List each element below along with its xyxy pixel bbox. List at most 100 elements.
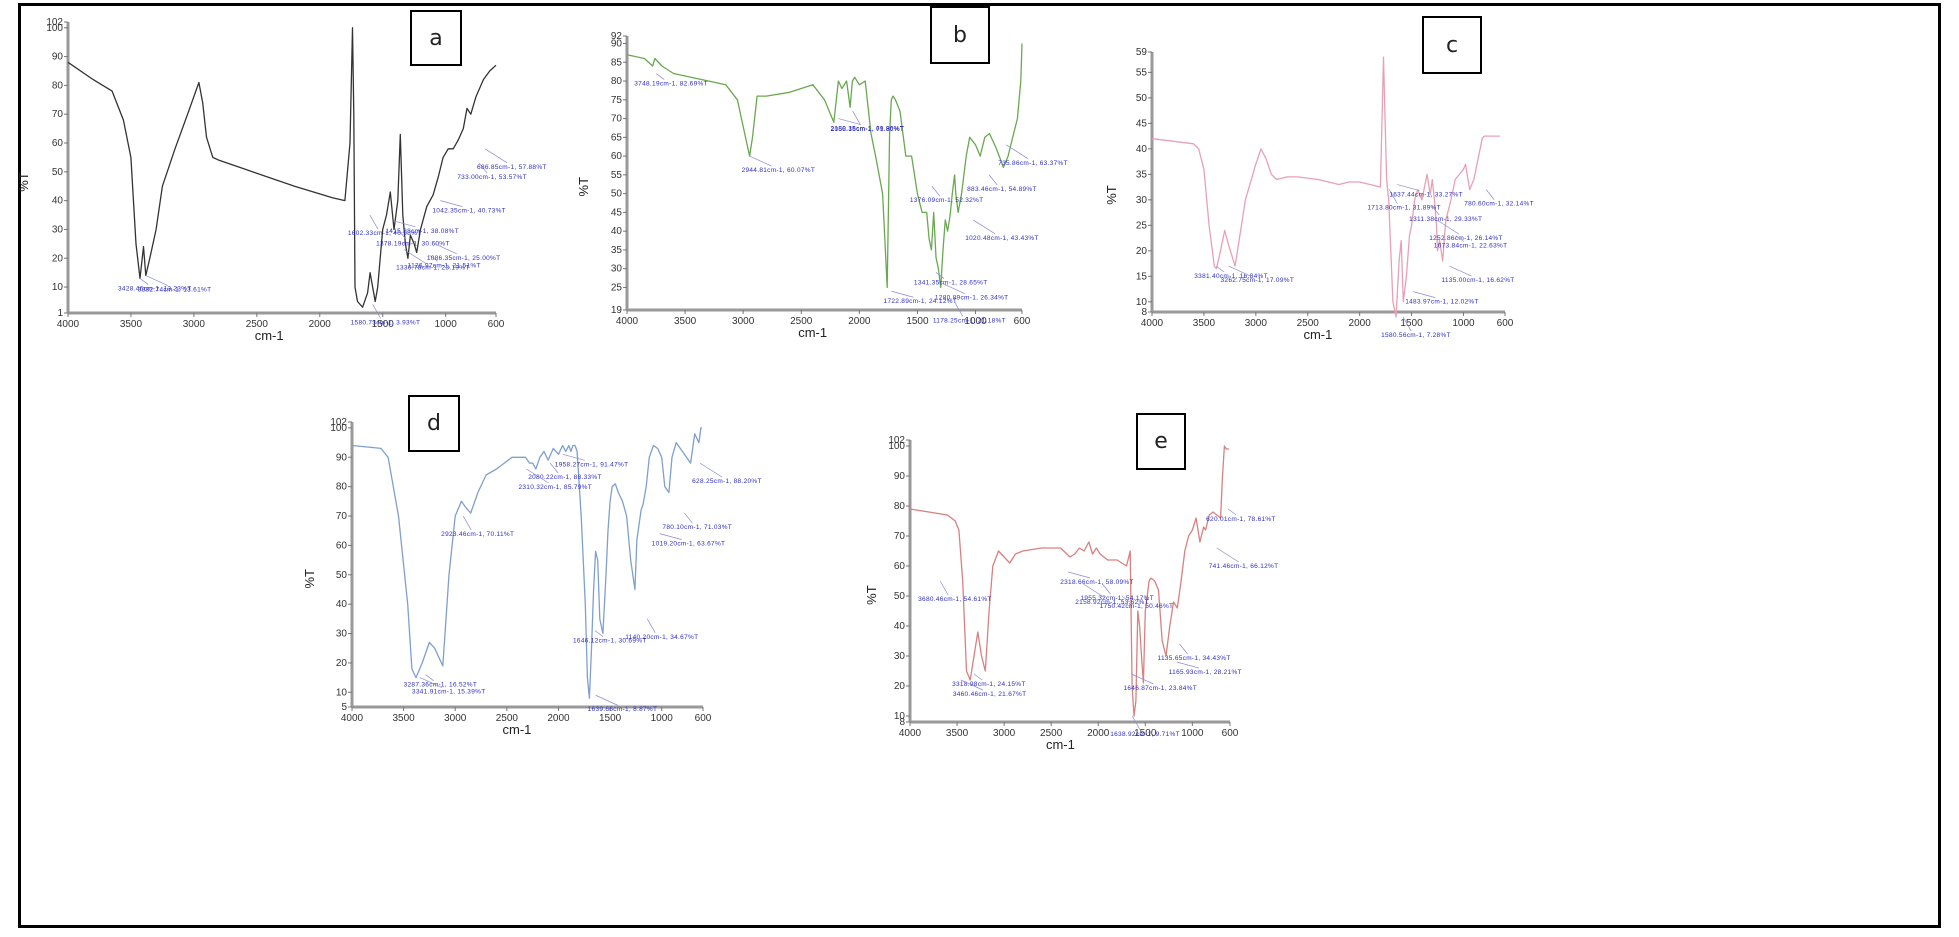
x-tick-label: 1000	[651, 713, 674, 724]
y-tick-label: 75	[611, 95, 623, 106]
peak-annotation: 2318.66cm-1, 58.09%T	[1060, 579, 1134, 586]
peak-annotation: 1165.93cm-1, 28.21%T	[1169, 669, 1242, 676]
y-tick-label: 40	[894, 621, 906, 632]
peak-annotation: 1135.65cm-1, 34.43%T	[1158, 655, 1231, 662]
peak-annotation: 1252.86cm-1, 26.14%T	[1429, 235, 1503, 242]
x-tick-label: 2000	[547, 713, 570, 724]
x-tick-label: 2000	[1087, 728, 1110, 739]
y-tick-label: 20	[1136, 246, 1148, 257]
peak-annotation: 1415.28cm-1, 38.08%T	[385, 228, 459, 235]
x-tick-label: 600	[488, 319, 505, 330]
peak-annotation: 883.46cm-1, 54.89%T	[967, 186, 1037, 193]
y-tick-label: 40	[611, 226, 623, 237]
y-tick-label: 92	[611, 31, 623, 42]
panel-label-c: c	[1422, 16, 1482, 74]
peak-annotation: 1086.35cm-1, 25.00%T	[427, 255, 501, 262]
peak-annotation: 2923.46cm-1, 70.11%T	[441, 531, 514, 538]
y-tick-label: 40	[1136, 144, 1148, 155]
peak-annotation: 1330.78cm-1, 23.19%T	[396, 265, 470, 272]
x-tick-label: 2000	[848, 316, 871, 327]
peak-annotation: 1580.73cm-1, 3.93%T	[351, 319, 421, 326]
peak-annotation: 780.60cm-1, 32.14%T	[1464, 201, 1534, 208]
y-tick-label: 50	[52, 167, 64, 178]
y-tick-label: 50	[894, 591, 906, 602]
peak-annotation: 628.25cm-1, 88.20%T	[692, 478, 762, 485]
peak-annotation: 3381.40cm-1, 16.84%T	[1194, 273, 1268, 280]
y-tick-label: 10	[52, 282, 64, 293]
peak-annotation: 1280.89cm-1, 26.34%T	[935, 295, 1009, 302]
y-tick-label: 40	[336, 599, 348, 610]
y-tick-label: 20	[894, 681, 906, 692]
peak-annotation: 1602.33cm-1, 40.98%T	[348, 230, 422, 237]
y-tick-label: 80	[52, 80, 64, 91]
peak-annotation: 1483.97cm-1, 12.02%T	[1405, 299, 1479, 306]
x-tick-label: 4000	[616, 316, 639, 327]
peak-annotation: 1126.97cm-1, 21.51%T	[408, 262, 481, 269]
y-tick-label: 60	[611, 151, 623, 162]
x-axis-title: cm-1	[1303, 327, 1332, 342]
x-tick-label: 3000	[1245, 318, 1268, 329]
peak-annotation: 2310.32cm-1, 85.79%T	[518, 484, 592, 491]
peak-annotation: 3460.46cm-1, 21.67%T	[953, 691, 1027, 698]
peak-annotation: 1042.35cm-1, 40.73%T	[432, 208, 506, 215]
peak-annotation: 2158.92cm-1, 53.62%T	[1075, 599, 1149, 606]
y-tick-label: 55	[1136, 67, 1148, 78]
y-tick-label: 30	[611, 264, 623, 275]
y-tick-label: 55	[611, 170, 623, 181]
spectrum-line-e	[909, 445, 1230, 717]
peak-annotation: 2080.22cm-1, 88.33%T	[528, 474, 602, 481]
peak-annotation: 741.46cm-1, 66.12%T	[1209, 563, 1279, 570]
peak-annotation: 1958.27cm-1, 91.47%T	[555, 461, 629, 468]
x-tick-label: 600	[1222, 728, 1239, 739]
peak-annotation: 3382.74cm-1, 13.61%T	[138, 287, 212, 294]
y-tick-label: 65	[611, 132, 623, 143]
x-tick-label: 2000	[1349, 318, 1372, 329]
peak-annotation: 1019.20cm-1, 63.67%T	[652, 541, 726, 548]
peak-annotation: 3428.46cm-1, 13.23%T	[118, 285, 192, 292]
peak-annotation: 1750.42cm-1, 50.46%T	[1100, 603, 1174, 610]
x-tick-label: 4000	[57, 319, 80, 330]
x-tick-label: 2500	[246, 319, 269, 330]
y-tick-label: 80	[336, 482, 348, 493]
y-tick-label: 102	[330, 417, 347, 428]
y-tick-label: 80	[894, 501, 906, 512]
peak-annotation: 3748.19cm-1, 82.69%T	[634, 81, 708, 88]
y-tick-label: 10	[336, 687, 348, 698]
peak-annotation: 1722.89cm-1, 24.12%T	[884, 298, 958, 305]
x-tick-label: 3500	[674, 316, 697, 327]
peak-annotation: 733.00cm-1, 53.57%T	[457, 174, 527, 181]
x-axis-title: cm-1	[798, 325, 827, 340]
y-tick-label: 10	[1136, 297, 1148, 308]
y-tick-label: 45	[611, 207, 623, 218]
spectrum-line-d	[351, 427, 702, 699]
axes-c	[1150, 52, 1505, 314]
peak-annotation: 3680.46cm-1, 54.61%T	[918, 596, 992, 603]
peak-annotation: 1376.09cm-1, 52.32%T	[910, 197, 984, 204]
y-tick-label: 50	[611, 189, 623, 200]
y-tick-label: 70	[611, 114, 623, 125]
peak-annotation: 2058.16cm-1, 71.80%T	[831, 126, 905, 133]
x-axis-title: cm-1	[503, 722, 532, 737]
y-tick-label: 15	[1136, 271, 1148, 282]
y-tick-label: 20	[52, 253, 64, 264]
y-tick-label: 59	[1136, 47, 1148, 58]
x-tick-label: 1500	[906, 316, 929, 327]
y-tick-label: 1	[57, 308, 63, 319]
y-tick-label: 19	[611, 305, 623, 316]
y-tick-label: 8	[899, 717, 905, 728]
y-axis-title: %T	[576, 177, 591, 197]
y-tick-label: 60	[52, 138, 64, 149]
peak-annotation: 2180.35cm-1, 69.86%T	[830, 126, 904, 133]
x-tick-label: 2500	[790, 316, 813, 327]
axes-d	[350, 422, 703, 709]
y-tick-label: 35	[1136, 169, 1148, 180]
figure-frame	[18, 3, 1941, 928]
y-tick-label: 102	[46, 17, 63, 28]
peak-annotation: 3341.91cm-1, 15.39%T	[412, 689, 486, 696]
x-tick-label: 3000	[993, 728, 1016, 739]
